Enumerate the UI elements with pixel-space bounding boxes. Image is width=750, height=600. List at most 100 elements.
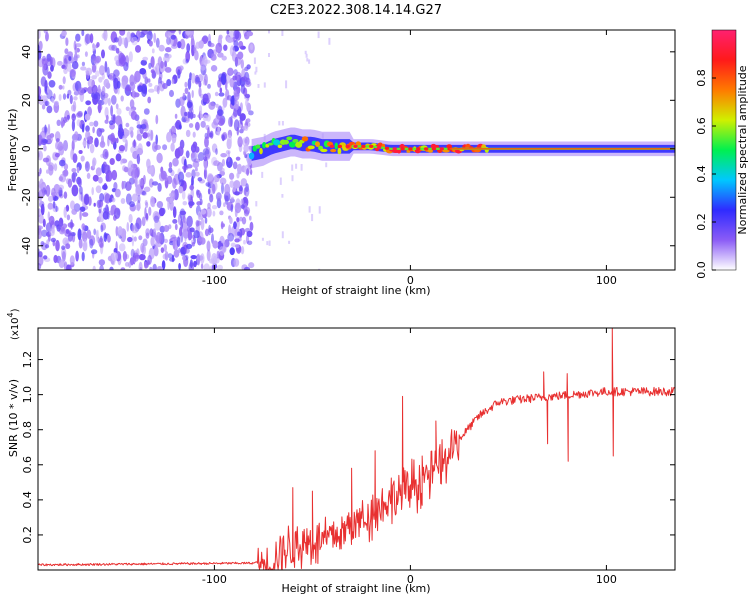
spectrogram-cell — [91, 84, 98, 94]
colorbar-tick-label: 0.6 — [695, 117, 708, 135]
spectrogram-cell — [285, 80, 288, 89]
spectrogram-cell — [38, 172, 41, 177]
spectrogram-cell — [158, 71, 163, 81]
colorbar-tick-label: 0.0 — [695, 261, 708, 279]
spectrogram-cell — [137, 85, 143, 93]
spectrogram-cell — [134, 176, 138, 188]
spectrogram-cell — [226, 37, 234, 43]
spectrogram-cell — [186, 43, 191, 53]
spectrogram-cell — [196, 201, 202, 206]
spectrogram-cell — [130, 168, 138, 179]
spectrogram-cell — [46, 169, 50, 174]
spectrogram-cell — [249, 221, 254, 231]
spectrogram-cell — [152, 263, 157, 270]
spectrogram-cell — [131, 235, 135, 247]
spectrogram-cell — [116, 137, 119, 144]
spectrogram-cell — [71, 104, 76, 112]
spectrogram-cell — [188, 201, 195, 207]
spectrogram-cell — [138, 253, 146, 261]
spectrogram-cell — [117, 35, 123, 47]
spectrogram-cell — [263, 82, 266, 88]
spectrogram-cell — [204, 228, 210, 237]
signal-cell — [330, 148, 337, 153]
spectrogram-cell — [281, 121, 284, 126]
spectrogram-cell — [219, 210, 224, 216]
spectrogram-cell — [246, 31, 254, 37]
spectrogram-cell — [67, 178, 73, 188]
spectrogram-cell — [237, 163, 242, 175]
spectrogram-cell — [328, 37, 331, 45]
spectrogram-cell — [159, 225, 166, 233]
spectrogram-cell — [47, 195, 54, 202]
spectrogram-cell — [213, 174, 220, 183]
spectrogram-cell — [61, 245, 66, 250]
spectrogram-cell — [174, 148, 181, 159]
spectrogram-cell — [128, 51, 133, 63]
spectrogram-cell — [85, 67, 93, 76]
signal-peak — [447, 147, 452, 151]
spectrogram-cell — [169, 89, 174, 98]
spectrogram-cell — [186, 164, 193, 169]
spectrogram-cell — [236, 126, 239, 136]
spectrogram-cell — [118, 145, 125, 152]
spectrogram-cell — [91, 64, 97, 73]
spectrogram-cell — [137, 194, 141, 204]
spectrogram-cell — [223, 202, 226, 208]
spectrogram-cell — [172, 157, 179, 167]
spectrogram-cell — [243, 239, 246, 245]
spectrogram-cell — [216, 264, 223, 270]
y-tick-label: 1.0 — [21, 386, 34, 404]
spectrogram-cell — [109, 120, 114, 126]
spectrogram-cell — [97, 103, 102, 114]
spectrogram-cell — [125, 139, 128, 149]
spectrogram-cell — [279, 177, 282, 185]
spectrogram-cell — [150, 129, 154, 141]
spectrogram-cell — [198, 192, 203, 201]
spectrogram-cell — [234, 100, 240, 111]
spectrogram-cell — [87, 86, 94, 94]
spectrogram-cell — [239, 129, 244, 134]
spectrogram-cell — [118, 243, 126, 252]
spectrogram-cell — [104, 60, 108, 73]
signal-cell — [315, 141, 320, 148]
spectrogram-cell — [209, 130, 214, 139]
spectrogram-cell — [240, 246, 245, 255]
signal-cell — [307, 145, 315, 150]
spectrogram-cell — [198, 87, 202, 97]
spectrogram-cell — [121, 180, 125, 190]
spectrogram-cell — [179, 226, 183, 237]
spectrogram-y-ticks: -40 -20 0 20 40 — [20, 45, 675, 255]
spectrogram-cell — [146, 259, 151, 266]
spectrogram-cell — [95, 185, 102, 194]
spectrogram-cell — [110, 205, 115, 216]
spectrogram-cell — [58, 94, 62, 101]
spectrogram-frame — [37, 29, 676, 271]
spectrogram-cell — [318, 206, 321, 214]
spectrogram-cell — [122, 250, 127, 262]
signal-peak — [353, 144, 358, 148]
spectrogram-cell — [38, 95, 42, 101]
spectrogram-cell — [71, 119, 75, 132]
spectrogram-cell — [63, 140, 68, 152]
spectrogram-cell — [178, 30, 182, 35]
spectrogram-cell — [311, 214, 314, 222]
spectrogram-cell — [41, 104, 46, 110]
spectrogram-cell — [129, 201, 135, 208]
spectrogram-cell — [38, 86, 42, 97]
spectrogram-cell — [125, 122, 130, 128]
spectrogram-cell — [63, 169, 69, 177]
spectrogram-cell — [78, 150, 83, 154]
spectrogram-cell — [212, 210, 216, 217]
spectrogram-cell — [221, 168, 225, 173]
spectrogram-cell — [46, 86, 50, 94]
spectrogram-cell — [204, 167, 208, 180]
spectrogram-cell — [53, 254, 58, 264]
spectrogram-cell — [43, 255, 48, 260]
spectrogram-cell — [249, 215, 252, 221]
spectrogram-cell — [59, 159, 66, 167]
spectrogram-cell — [207, 83, 211, 89]
spectrogram-cell — [166, 131, 172, 143]
spectrogram-cell — [38, 189, 45, 199]
spectrogram-cell — [117, 226, 123, 236]
signal-cell — [273, 139, 281, 146]
